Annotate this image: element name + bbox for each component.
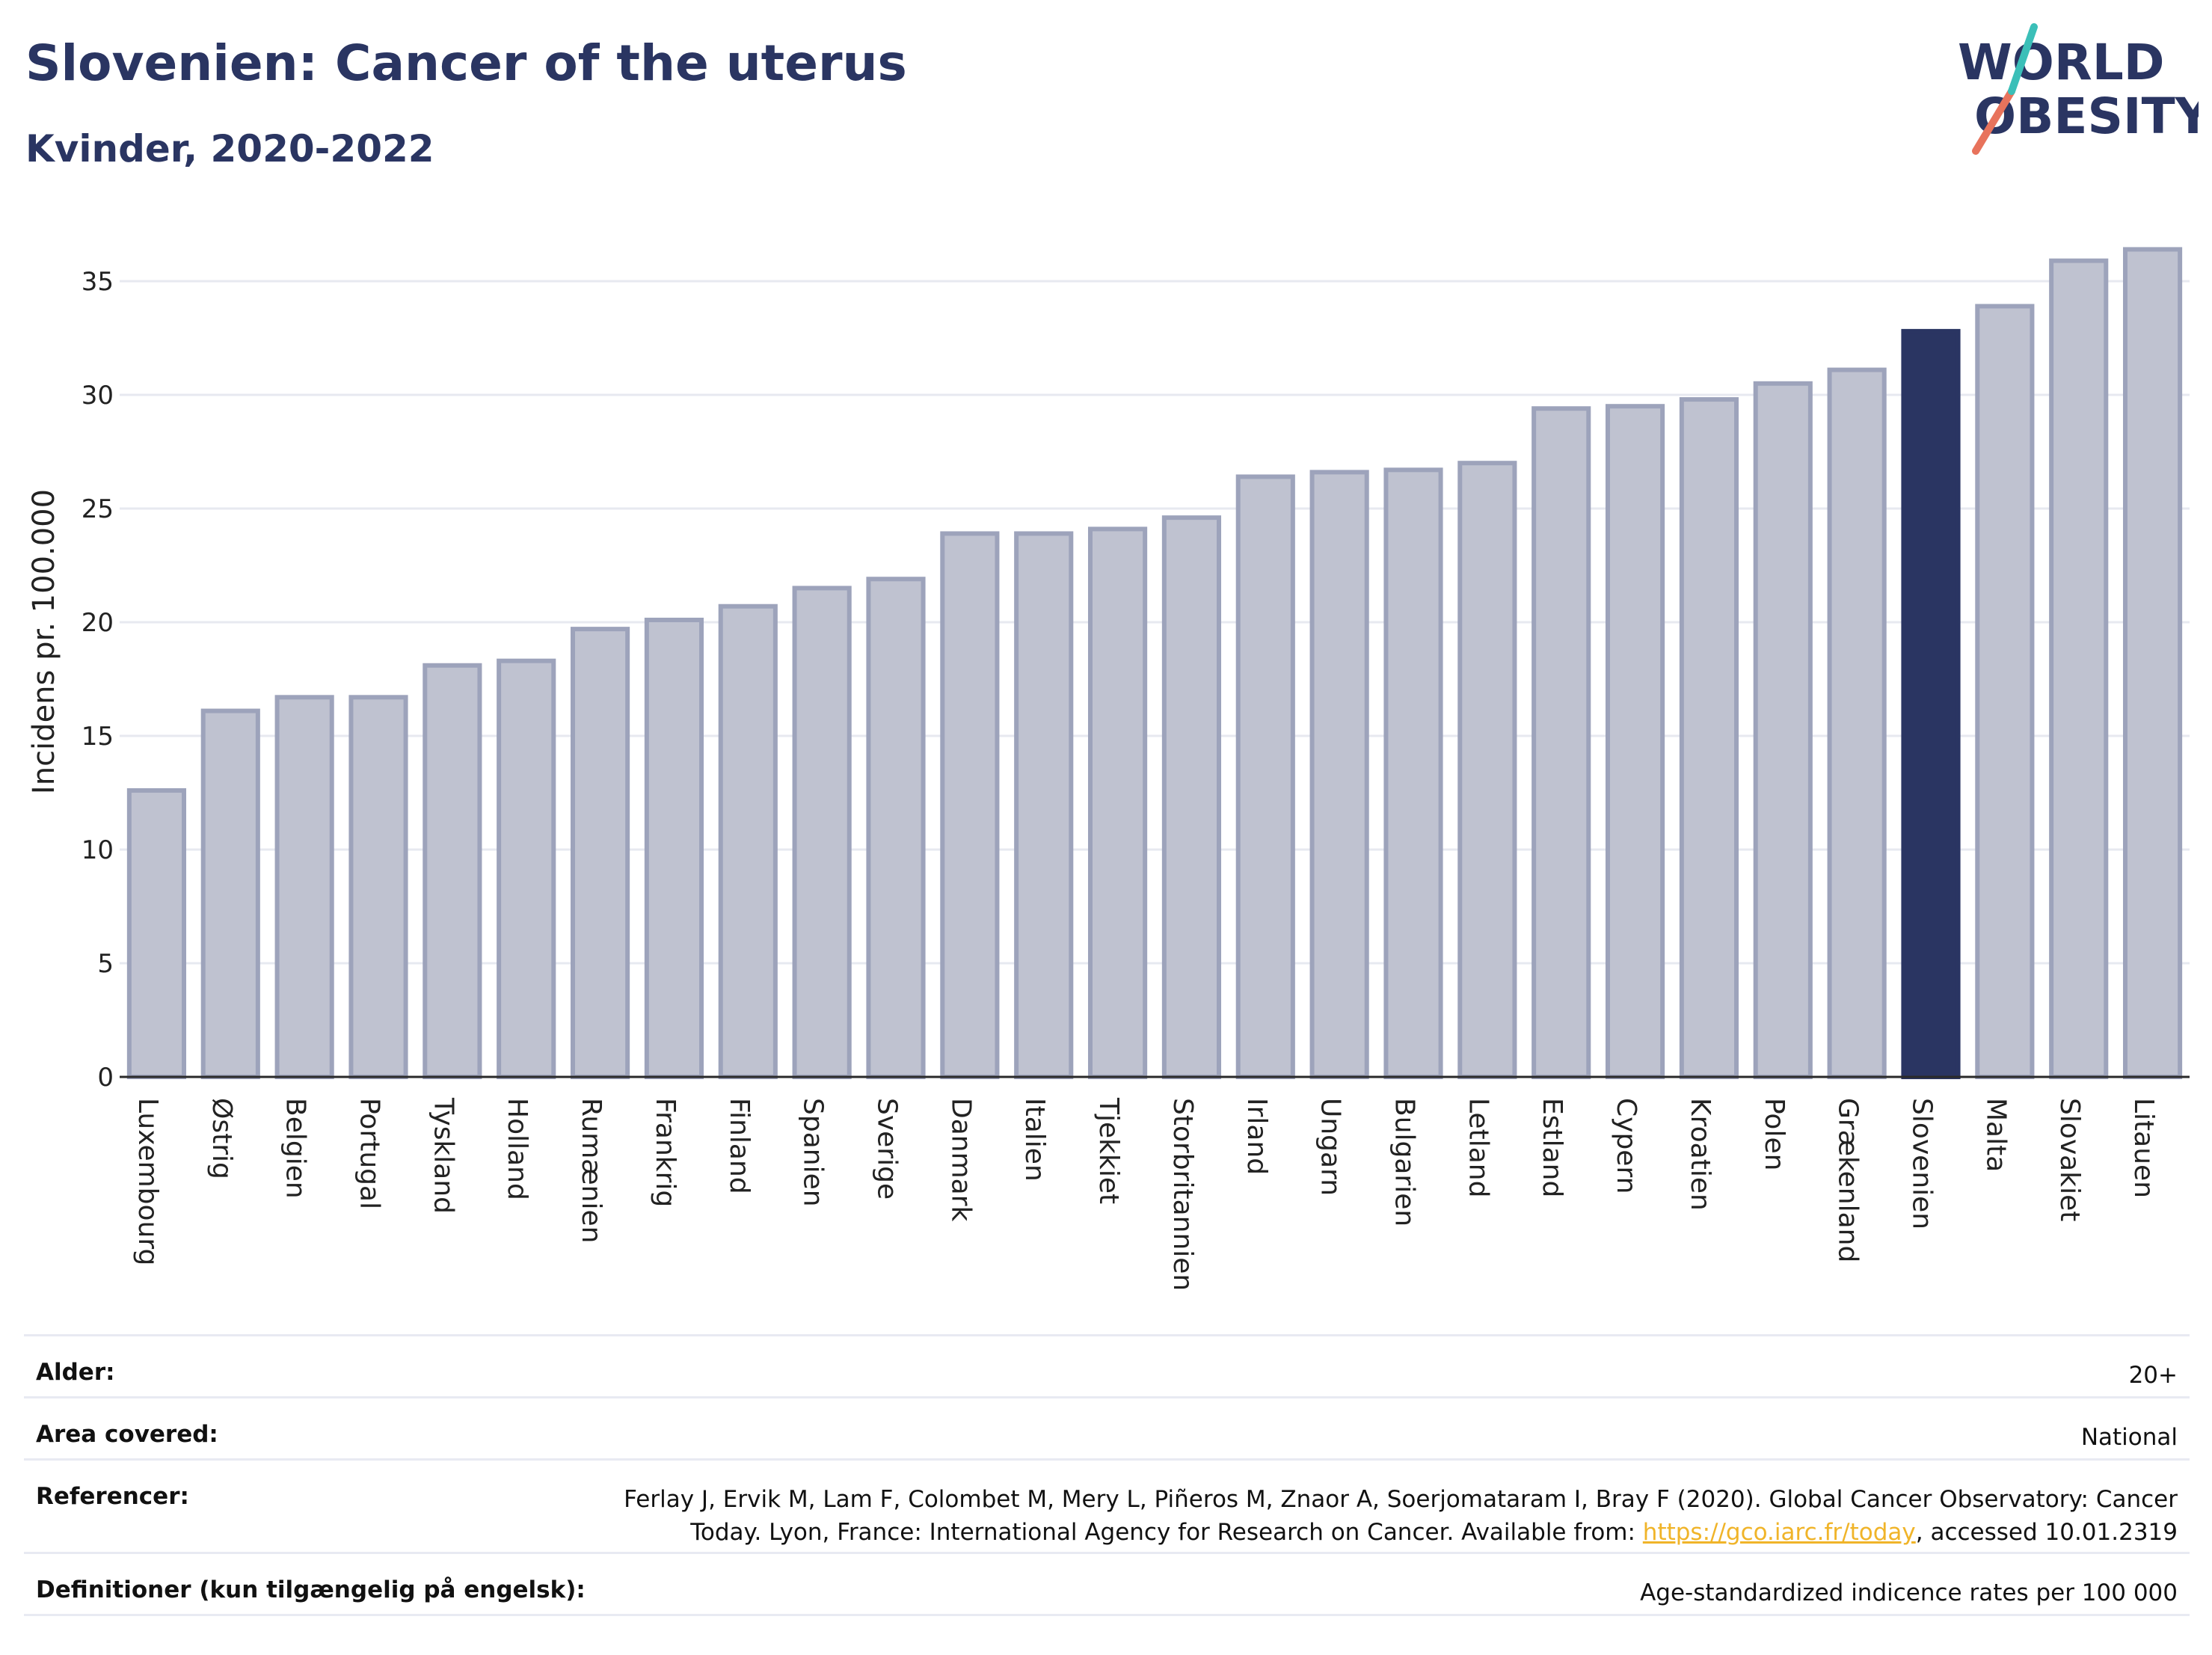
x-tick-label: Litauen: [2128, 1098, 2159, 1198]
bar-litauen[interactable]: [2122, 247, 2183, 1080]
page-subtitle: Kvinder, 2020-2022: [25, 127, 434, 171]
meta-refs-link[interactable]: https://gco.iarc.fr/today: [1642, 1519, 1916, 1546]
bar-sverige[interactable]: [866, 577, 926, 1079]
y-tick-label: 30: [82, 381, 114, 411]
x-tick-label: Cypern: [1611, 1098, 1641, 1194]
logo-slash-coral: [1972, 87, 2015, 155]
metadata-table: Alder: 20+ Area covered: National Refere…: [24, 1334, 2190, 1616]
x-tick-label: Frankrig: [650, 1098, 681, 1207]
meta-refs-line2-post: , accessed 10.01.2319: [1915, 1519, 2178, 1546]
bar-storbritannien[interactable]: [1161, 515, 1222, 1079]
bar-bulgarien[interactable]: [1383, 467, 1443, 1079]
x-tick-label: Tyskland: [428, 1097, 458, 1214]
meta-def-label: Definitioner (kun tilgængelig på engelsk…: [36, 1576, 586, 1603]
x-tick-label: Slovakiet: [2054, 1098, 2085, 1221]
world-obesity-logo: WORLD OBESITY: [1958, 23, 2199, 155]
bar-malta[interactable]: [1975, 304, 2035, 1080]
bar-østrig[interactable]: [200, 708, 260, 1079]
x-tick-label: Estland: [1537, 1098, 1567, 1197]
x-tick-label: Italien: [1019, 1098, 1050, 1182]
y-tick-label: 5: [97, 949, 114, 979]
meta-refs-line2: Today. Lyon, France: International Agenc…: [624, 1516, 2178, 1549]
page-title: Slovenien: Cancer of the uterus: [25, 34, 907, 92]
x-tick-label: Tjekkiet: [1093, 1097, 1124, 1204]
bar-polen[interactable]: [1753, 381, 1813, 1079]
x-tick-label: Bulgarien: [1389, 1098, 1420, 1226]
bar-belgien[interactable]: [274, 695, 334, 1079]
meta-row-area: Area covered: National: [24, 1396, 2190, 1458]
bar-slovenien[interactable]: [1901, 328, 1961, 1079]
meta-refs-line2-pre: Today. Lyon, France: International Agenc…: [690, 1519, 1643, 1546]
bar-portugal[interactable]: [348, 695, 408, 1079]
x-tick-label: Holland: [502, 1098, 532, 1200]
meta-age-value: 20+: [2128, 1362, 2178, 1389]
bar-tjekkiet[interactable]: [1087, 526, 1148, 1079]
bar-spanien[interactable]: [792, 586, 852, 1079]
bar-cypern[interactable]: [1605, 404, 1665, 1079]
y-tick-label: 25: [82, 494, 114, 524]
meta-refs-line1: Ferlay J, Ervik M, Lam F, Colombet M, Me…: [624, 1486, 2178, 1513]
bar-ungarn[interactable]: [1309, 470, 1369, 1079]
x-tick-label: Storbritannien: [1167, 1098, 1198, 1291]
bar-italien[interactable]: [1014, 531, 1074, 1079]
x-tick-label: Ungarn: [1315, 1098, 1346, 1196]
bar-luxembourg[interactable]: [126, 787, 187, 1079]
x-tick-label: Grækenland: [1833, 1098, 1864, 1262]
bar-finland[interactable]: [718, 604, 778, 1079]
y-tick-label: 35: [82, 267, 114, 297]
y-axis-label: Incidens pr. 100.000: [27, 489, 61, 794]
y-tick-label: 15: [82, 722, 114, 752]
meta-row-age: Alder: 20+: [24, 1334, 2190, 1396]
x-tick-label: Rumænien: [576, 1098, 606, 1243]
bar-letland[interactable]: [1457, 461, 1517, 1079]
bar-chart: 0 5 10 15 20 25 30 35 Incidens pr. 100.000 Luxemb…: [27, 247, 2190, 1291]
x-tick-label: Sverige: [872, 1098, 903, 1200]
x-tick-label: Slovenien: [1907, 1098, 1938, 1229]
meta-refs-label: Referencer:: [36, 1483, 189, 1510]
bar-slovakiet[interactable]: [2049, 258, 2109, 1079]
logo-slash-teal: [2008, 23, 2038, 95]
meta-row-references: Referencer: Ferlay J, Ervik M, Lam F, Co…: [24, 1458, 2190, 1552]
x-tick-label: Finland: [724, 1098, 755, 1194]
x-tick-label: Spanien: [798, 1098, 829, 1207]
y-tick-label: 10: [82, 835, 114, 865]
bar-grækenland[interactable]: [1827, 367, 1887, 1079]
x-tick-label: Østrig: [206, 1098, 237, 1179]
bar-irland[interactable]: [1235, 474, 1295, 1079]
y-tick-label: 0: [97, 1063, 114, 1093]
x-tick-label: Luxembourg: [132, 1098, 163, 1265]
x-tick-label: Letland: [1463, 1098, 1493, 1197]
x-tick-label: Danmark: [945, 1098, 976, 1222]
meta-age-label: Alder:: [36, 1359, 115, 1386]
meta-refs-value: Ferlay J, Ervik M, Lam F, Colombet M, Me…: [624, 1483, 2178, 1549]
x-tick-label: Malta: [1980, 1098, 2011, 1172]
meta-area-label: Area covered:: [36, 1421, 218, 1448]
x-tick-label: Portugal: [354, 1098, 385, 1209]
bar-tyskland[interactable]: [423, 663, 482, 1079]
meta-area-value: National: [2080, 1424, 2178, 1451]
bar-danmark[interactable]: [940, 531, 1000, 1079]
meta-def-value: Age-standardized indicence rates per 100…: [1640, 1579, 2178, 1606]
bar-estland[interactable]: [1531, 406, 1591, 1079]
bar-rumænien[interactable]: [570, 627, 630, 1079]
bar-frankrig[interactable]: [644, 617, 704, 1079]
y-tick-label: 20: [82, 608, 114, 638]
x-tick-label: Irland: [1241, 1098, 1272, 1175]
meta-row-definitions: Definitioner (kun tilgængelig på engelsk…: [24, 1552, 2190, 1616]
x-tick-label: Polen: [1759, 1098, 1789, 1170]
x-tick-label: Kroatien: [1685, 1098, 1715, 1211]
logo-text-world: WORLD: [1958, 34, 2165, 91]
bar-kroatien[interactable]: [1679, 397, 1739, 1079]
x-tick-label: Belgien: [280, 1098, 311, 1199]
bar-holland[interactable]: [497, 658, 556, 1079]
